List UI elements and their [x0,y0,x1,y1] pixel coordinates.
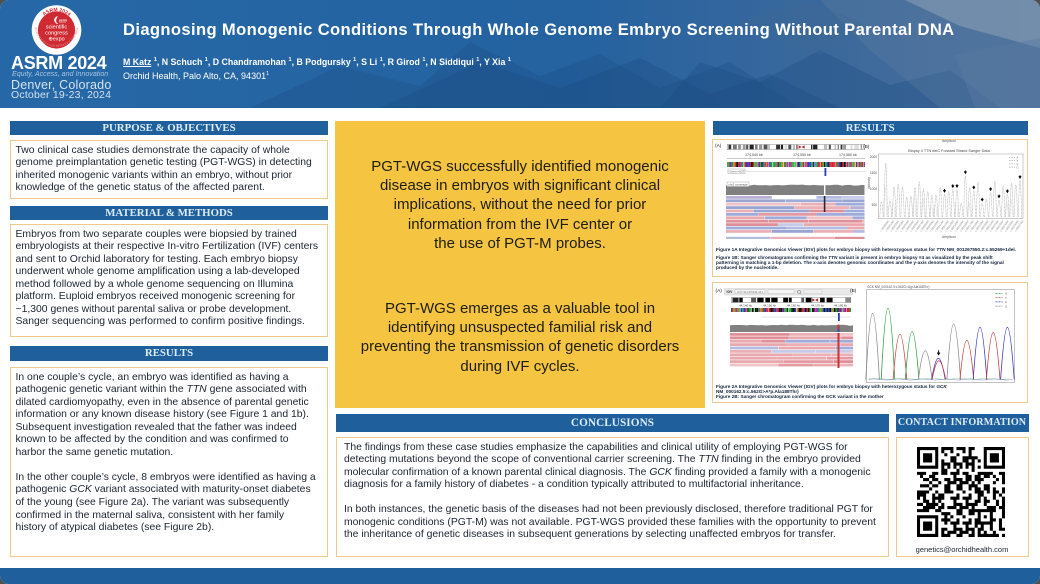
svg-text:C: C [1017,162,1019,166]
svg-text:44,150 kb: 44,150 kb [763,304,777,308]
svg-text:1000: 1000 [870,187,877,191]
svg-text:Biopsy 4 TTN delC Forward Stra: Biopsy 4 TTN delC Forward Strand Sanger … [908,149,990,153]
svg-text:A: A [1005,291,1007,295]
svg-text:c.55200del: c.55200del [879,219,890,232]
svg-text:c.55218del: c.55218del [969,219,980,232]
svg-text:Amplicon: Amplicon [942,139,956,143]
svg-text:174,540 kb: 174,540 kb [745,153,763,157]
svg-text:c.55215del: c.55215del [954,219,965,232]
svg-text:c.55203del: c.55203del [894,219,905,232]
svg-text:chr2 coverage: chr2 coverage [729,182,748,186]
svg-text:44,160 kb: 44,160 kb [787,304,801,308]
svg-text:G: G [1017,165,1019,169]
svg-text:c.55202del: c.55202del [889,219,900,232]
svg-text:c.55224del: c.55224del [999,219,1010,232]
svg-text:Intensity: Intensity [867,177,871,189]
svg-text:c.55217del: c.55217del [964,219,975,232]
svg-text:c.55210del: c.55210del [929,219,940,232]
svg-text:44,140 kb: 44,140 kb [739,304,753,308]
svg-text:IGV: IGV [726,290,733,294]
svg-text:asrm: asrm [59,19,67,23]
svg-text:GCK NM_000162.5:c.562G>A(p.Ala: GCK NM_000162.5:c.562G>A(p.Ala188Thr) [867,285,929,289]
svg-text:c.55204del: c.55204del [899,219,910,232]
svg-text:c.55219del: c.55219del [974,219,985,232]
svg-text:c.55226del: c.55226del [1009,219,1020,232]
svg-text:c.55216del: c.55216del [959,219,970,232]
svg-text:44,170 kb: 44,170 kb [811,304,825,308]
svg-text:congress: congress [45,30,68,36]
svg-text:c.55213del: c.55213del [944,219,955,232]
svg-text:G: G [1005,304,1008,308]
svg-text:chr7:44,145,842-44,1: chr7:44,145,842-44,1 [737,290,764,294]
svg-text:c.55221del: c.55221del [984,219,995,232]
svg-text:scientific: scientific [46,25,68,31]
svg-text:⊕expo: ⊕expo [48,36,64,42]
svg-text:c.55209del: c.55209del [924,219,935,232]
svg-text:c.55222del: c.55222del [989,219,1000,232]
svg-text:T: T [1017,159,1019,163]
svg-text:ASRM 2024: ASRM 2024 [42,7,72,18]
svg-text:500: 500 [872,203,878,207]
svg-text:A: A [1017,156,1019,160]
svg-text:c.55206del: c.55206del [909,219,920,232]
svg-text:C: C [1005,300,1008,304]
svg-text:T: T [1005,295,1007,299]
svg-text:c.55205del: c.55205del [904,219,915,232]
svg-text:c.55220del: c.55220del [979,219,990,232]
svg-text:c.55208del: c.55208del [919,219,930,232]
svg-text:174,560 kb: 174,560 kb [839,153,857,157]
svg-text:c.55223del: c.55223del [994,219,1005,232]
svg-text:c.55214del: c.55214del [949,219,960,232]
svg-text:c.55207del: c.55207del [914,219,925,232]
svg-text:c.55201del: c.55201del [884,219,895,232]
svg-text:174,550 kb: 174,550 kb [793,153,811,157]
svg-text:c.55211del: c.55211del [934,219,945,232]
svg-text:c.55227del: c.55227del [1014,219,1025,232]
svg-text:c.55225del: c.55225del [1004,219,1015,232]
svg-text:Amplicon: Amplicon [942,235,956,239]
svg-text:2000: 2000 [870,155,877,159]
svg-text:1500: 1500 [870,171,877,175]
svg-text:c.55212del: c.55212del [939,219,950,232]
svg-text:44,180 kb: 44,180 kb [834,304,848,308]
